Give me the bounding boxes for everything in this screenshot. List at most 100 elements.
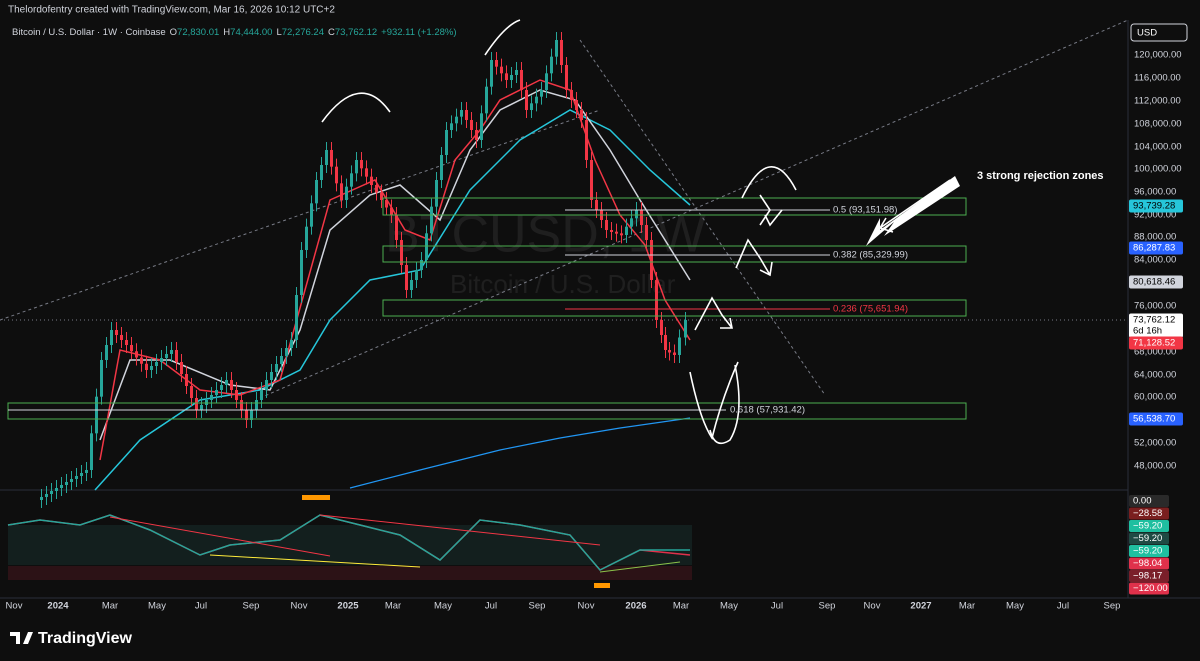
candle-body [645,225,648,240]
candle-body [145,363,148,370]
candle-body [240,400,243,410]
ma-10 [99,79,691,461]
candle-body [515,70,518,75]
candle-body [455,116,458,124]
candle-body [500,66,503,74]
candle-body [55,488,58,491]
price-badge-label: 80,618.46 [1133,277,1175,288]
divergence [209,554,421,568]
header-field: 72,276.24 [282,27,324,38]
candle-body [545,73,548,90]
price-label: 112,000.00 [1134,96,1181,107]
candle-body [155,362,158,366]
candle-body [535,96,538,104]
candle-body [305,226,308,250]
oscillator-badge [1129,582,1169,595]
candles [40,32,687,508]
candle-body [625,226,628,235]
price-badge-label: 86,287.83 [1133,243,1175,254]
candle-body [310,203,313,227]
price-badge [1129,199,1183,213]
drawing [694,296,733,331]
candle-body [673,352,676,355]
candle-body [340,183,343,200]
time-label: 2024 [47,601,69,612]
fib-label: 0.618 (57,931.42) [730,405,805,416]
time-label: Jul [195,601,207,612]
oscillator [7,495,692,588]
candle-body [50,491,53,494]
oscillator-badge-label: −120.00 [1133,583,1168,594]
currency: USD [1137,28,1157,39]
time-label: Jul [1057,601,1069,612]
candle-body [585,120,588,160]
candle-body [95,396,98,434]
logo-text: TradingView [38,630,133,647]
price-badge [1129,336,1183,350]
header-field: L [276,27,281,38]
candle-body [555,40,558,57]
candle-body [664,335,667,350]
price-label: 108,000.00 [1134,119,1182,130]
ma-200 [349,417,691,489]
candle-body [590,160,593,200]
divergence [109,516,331,557]
candle-body [475,130,478,140]
oscillator-badge-label: −98.17 [1133,571,1162,582]
candle-body [280,356,283,364]
time-label: Sep [1104,601,1121,612]
candle-body [480,113,483,140]
candle-body [565,65,568,90]
price-label: 92,000.00 [1134,210,1176,221]
drawing [735,238,773,277]
candle-body [125,340,128,345]
candle-body [295,295,298,340]
oscillator-badge [1129,495,1169,507]
oscillator-badge [1129,507,1169,520]
candle-body [45,494,48,497]
candle-body [60,485,63,488]
symbol-info: Bitcoin / U.S. Dollar · 1W · Coinbase O72… [12,27,457,38]
candle-body [265,380,268,390]
candle-body [440,155,443,180]
annotation: 3 strong rejection zones [977,170,1104,182]
candle-body [255,400,258,410]
candle-body [140,357,143,364]
candle-body [395,215,398,240]
candle-body [315,180,318,204]
candle-body [405,265,408,290]
fib-label: 0.236 (75,651.94) [833,304,908,315]
price-label: 116,000.00 [1134,73,1181,84]
time-label: 2027 [910,601,931,612]
header-field: C [328,27,335,38]
candle-body [375,185,378,193]
candle-body [390,207,393,215]
candle-body [65,482,68,485]
candle-body [450,123,453,130]
candle-body [570,90,573,100]
candle-body [660,320,663,335]
price-label: 88,000.00 [1134,232,1176,243]
candle-body [120,335,123,340]
price-badge-label: 56,538.70 [1133,414,1175,425]
candle-body [560,40,563,65]
price-badge [1129,313,1183,338]
oscillator-band [8,525,692,565]
price-label: 68,000.00 [1134,347,1176,358]
candle-body [90,433,93,470]
logo-mark [10,632,33,644]
time-label: May [434,601,452,612]
drawing [709,364,740,445]
candle-body [330,150,333,167]
candle-body [250,410,253,420]
candle-body [485,86,488,114]
oscillator-badge [1129,570,1169,582]
fib-zone [382,299,967,317]
candle-body [420,260,423,270]
oscillator-badge [1129,532,1169,545]
price-label: 52,000.00 [1134,438,1176,449]
signal [302,495,330,500]
candle-body [635,210,638,219]
candle-body [85,470,88,473]
candle-body [225,380,228,385]
